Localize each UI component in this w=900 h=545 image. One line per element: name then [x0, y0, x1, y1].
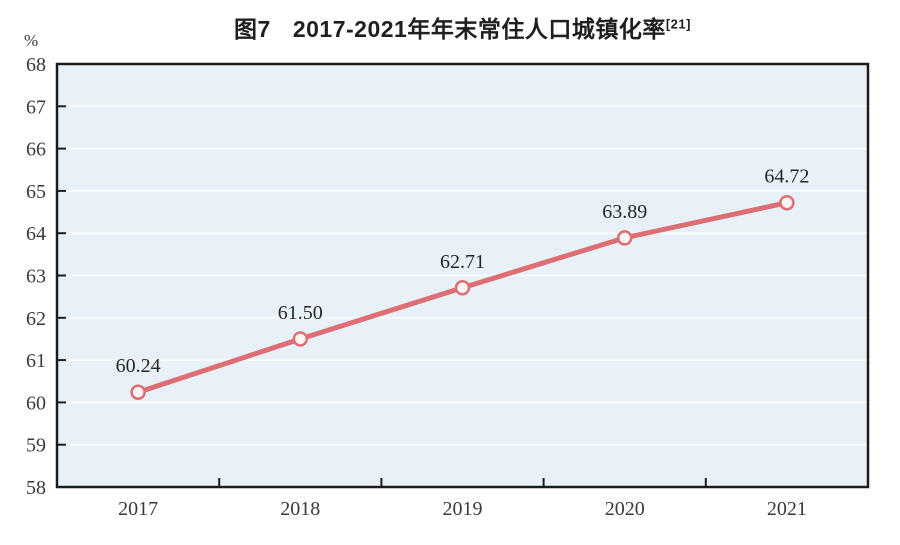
- x-tick-label: 2017: [118, 498, 158, 520]
- y-tick-label: 64: [26, 223, 46, 245]
- y-tick-label: 68: [26, 54, 46, 76]
- y-tick-label: 66: [26, 139, 46, 161]
- x-tick-label: 2020: [605, 498, 645, 520]
- y-tick-label: 61: [26, 350, 46, 372]
- y-tick-label: 63: [26, 266, 46, 288]
- data-point-label: 62.71: [440, 251, 485, 273]
- plot-frame: [55, 62, 870, 489]
- figure-number-label: 图7: [234, 16, 271, 42]
- x-tick-label: 2019: [443, 498, 483, 520]
- y-axis-unit-label: %: [24, 31, 39, 50]
- footnote-reference: [21]: [665, 16, 691, 32]
- x-tick-label: 2018: [280, 498, 320, 520]
- chart-title-text: 2017-2021年年末常住人口城镇化率: [292, 16, 666, 42]
- x-tick-label: 2021: [767, 498, 807, 520]
- chart-title: 图7 2017-2021年年末常住人口城镇化率[21]: [57, 10, 868, 44]
- y-tick-label: 59: [26, 435, 46, 457]
- y-tick-label: 60: [26, 392, 46, 414]
- y-tick-label: 62: [26, 308, 46, 330]
- data-point-marker: [616, 230, 633, 246]
- data-point-marker: [454, 280, 471, 296]
- data-point-marker: [779, 194, 795, 211]
- data-point-label: 61.50: [278, 302, 323, 324]
- data-point-label: 60.24: [116, 355, 161, 377]
- data-point-marker: [292, 331, 309, 347]
- y-tick-label: 65: [26, 181, 46, 203]
- y-tick-label: 58: [26, 477, 46, 499]
- data-point-label: 64.72: [764, 166, 809, 188]
- data-point-label: 63.89: [602, 201, 647, 223]
- data-point-marker: [130, 384, 146, 400]
- y-tick-label: 67: [26, 96, 46, 118]
